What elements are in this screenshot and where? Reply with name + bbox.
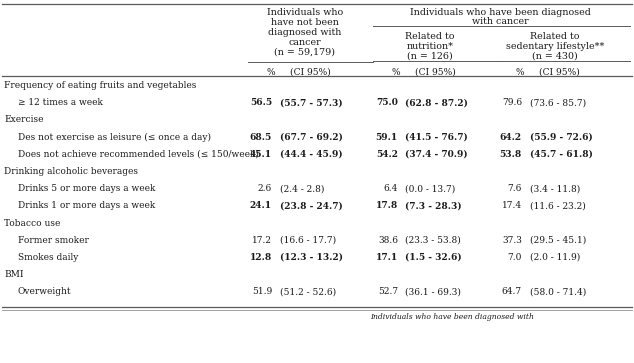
Text: 51.9: 51.9	[252, 287, 272, 297]
Text: (67.7 - 69.2): (67.7 - 69.2)	[280, 132, 343, 142]
Text: Individuals who have been diagnosed with: Individuals who have been diagnosed with	[370, 313, 534, 321]
Text: Related to: Related to	[405, 32, 455, 41]
Text: (37.4 - 70.9): (37.4 - 70.9)	[405, 150, 468, 159]
Text: Smokes daily: Smokes daily	[18, 253, 79, 262]
Text: (1.5 - 32.6): (1.5 - 32.6)	[405, 253, 462, 262]
Text: have not been: have not been	[271, 18, 339, 27]
Text: Tobacco use: Tobacco use	[4, 219, 60, 228]
Text: Individuals who have been diagnosed: Individuals who have been diagnosed	[410, 8, 590, 17]
Text: (41.5 - 76.7): (41.5 - 76.7)	[405, 132, 468, 142]
Text: 68.5: 68.5	[250, 132, 272, 142]
Text: Related to: Related to	[530, 32, 579, 41]
Text: %: %	[515, 68, 524, 77]
Text: BMI: BMI	[4, 270, 23, 279]
Text: 64.2: 64.2	[500, 132, 522, 142]
Text: (11.6 - 23.2): (11.6 - 23.2)	[530, 201, 586, 211]
Text: (73.6 - 85.7): (73.6 - 85.7)	[530, 98, 586, 107]
Text: (23.8 - 24.7): (23.8 - 24.7)	[280, 201, 343, 211]
Text: 45.1: 45.1	[250, 150, 272, 159]
Text: 53.8: 53.8	[500, 150, 522, 159]
Text: (n = 126): (n = 126)	[407, 52, 453, 61]
Text: (n = 59,179): (n = 59,179)	[275, 48, 335, 57]
Text: Overweight: Overweight	[18, 287, 72, 297]
Text: 79.6: 79.6	[502, 98, 522, 107]
Text: (44.4 - 45.9): (44.4 - 45.9)	[280, 150, 342, 159]
Text: cancer: cancer	[288, 38, 321, 47]
Text: Exercise: Exercise	[4, 115, 44, 125]
Text: 56.5: 56.5	[250, 98, 272, 107]
Text: Frequency of eating fruits and vegetables: Frequency of eating fruits and vegetable…	[4, 81, 197, 90]
Text: 12.8: 12.8	[250, 253, 272, 262]
Text: (29.5 - 45.1): (29.5 - 45.1)	[530, 236, 586, 245]
Text: (CI 95%): (CI 95%)	[415, 68, 456, 77]
Text: (12.3 - 13.2): (12.3 - 13.2)	[280, 253, 343, 262]
Text: (23.3 - 53.8): (23.3 - 53.8)	[405, 236, 461, 245]
Text: 17.1: 17.1	[376, 253, 398, 262]
Text: 37.3: 37.3	[502, 236, 522, 245]
Text: 24.1: 24.1	[250, 201, 272, 211]
Text: (7.3 - 28.3): (7.3 - 28.3)	[405, 201, 462, 211]
Text: (45.7 - 61.8): (45.7 - 61.8)	[530, 150, 593, 159]
Text: 17.4: 17.4	[502, 201, 522, 211]
Text: (2.0 - 11.9): (2.0 - 11.9)	[530, 253, 580, 262]
Text: 6.4: 6.4	[384, 184, 398, 193]
Text: Drinks 1 or more days a week: Drinks 1 or more days a week	[18, 201, 155, 211]
Text: 54.2: 54.2	[376, 150, 398, 159]
Text: 75.0: 75.0	[376, 98, 398, 107]
Text: (62.8 - 87.2): (62.8 - 87.2)	[405, 98, 468, 107]
Text: 59.1: 59.1	[376, 132, 398, 142]
Text: (16.6 - 17.7): (16.6 - 17.7)	[280, 236, 336, 245]
Text: Former smoker: Former smoker	[18, 236, 89, 245]
Text: %: %	[391, 68, 400, 77]
Text: (51.2 - 52.6): (51.2 - 52.6)	[280, 287, 336, 297]
Text: 2.6: 2.6	[258, 184, 272, 193]
Text: sedentary lifestyle**: sedentary lifestyle**	[506, 42, 604, 51]
Text: 52.7: 52.7	[378, 287, 398, 297]
Text: 17.2: 17.2	[252, 236, 272, 245]
Text: Drinking alcoholic beverages: Drinking alcoholic beverages	[4, 167, 138, 176]
Text: Does not achieve recommended levels (≤ 150/week): Does not achieve recommended levels (≤ 1…	[18, 150, 259, 159]
Text: 17.8: 17.8	[376, 201, 398, 211]
Text: (2.4 - 2.8): (2.4 - 2.8)	[280, 184, 325, 193]
Text: %: %	[266, 68, 275, 77]
Text: 7.6: 7.6	[508, 184, 522, 193]
Text: (55.9 - 72.6): (55.9 - 72.6)	[530, 132, 593, 142]
Text: (36.1 - 69.3): (36.1 - 69.3)	[405, 287, 461, 297]
Text: Des not exercise as leisure (≤ once a day): Des not exercise as leisure (≤ once a da…	[18, 132, 211, 142]
Text: (58.0 - 71.4): (58.0 - 71.4)	[530, 287, 586, 297]
Text: (CI 95%): (CI 95%)	[290, 68, 331, 77]
Text: with cancer: with cancer	[472, 17, 528, 26]
Text: ≥ 12 times a week: ≥ 12 times a week	[18, 98, 103, 107]
Text: 38.6: 38.6	[378, 236, 398, 245]
Text: Drinks 5 or more days a week: Drinks 5 or more days a week	[18, 184, 155, 193]
Text: Individuals who: Individuals who	[267, 8, 343, 17]
Text: (3.4 - 11.8): (3.4 - 11.8)	[530, 184, 580, 193]
Text: nutrition*: nutrition*	[406, 42, 453, 51]
Text: (n = 430): (n = 430)	[532, 52, 578, 61]
Text: (0.0 - 13.7): (0.0 - 13.7)	[405, 184, 455, 193]
Text: 64.7: 64.7	[502, 287, 522, 297]
Text: diagnosed with: diagnosed with	[268, 28, 342, 37]
Text: (CI 95%): (CI 95%)	[539, 68, 579, 77]
Text: 7.0: 7.0	[508, 253, 522, 262]
Text: (55.7 - 57.3): (55.7 - 57.3)	[280, 98, 342, 107]
